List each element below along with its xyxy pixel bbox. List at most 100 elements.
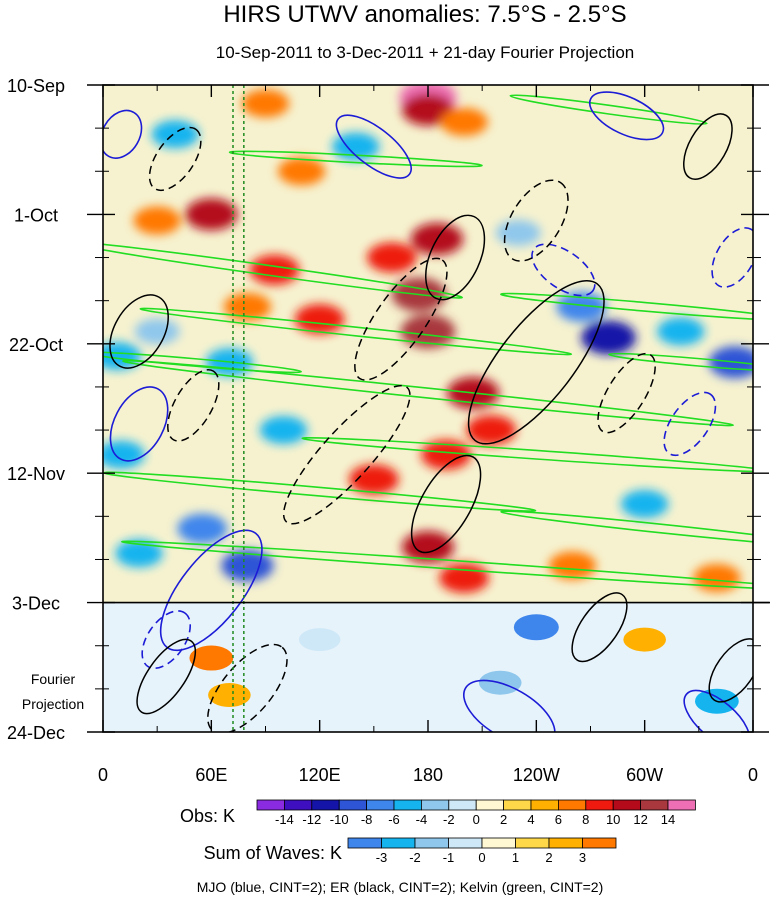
obs-colorbar-label: Obs: K: [180, 806, 235, 826]
colorbar-tick-label: 3: [579, 850, 586, 865]
colorbar-tick-label: -2: [409, 850, 421, 865]
colorbar-tick-label: 6: [555, 812, 562, 827]
colorbar-tick-label: 0: [478, 850, 485, 865]
anomaly-cell: [401, 531, 455, 564]
projection-label-line1: Fourier: [31, 671, 76, 687]
er-contour-negative: [167, 369, 220, 442]
mjo-contour-negative: [141, 610, 192, 670]
anomaly-cell: [177, 513, 228, 544]
anomaly-cell: [134, 318, 180, 345]
colorbar-swatch: [311, 799, 340, 811]
obs-colorbar: -14 -12 -10 -8 -6 -4 -2 0 2 4 6 8 10 12 14: [256, 799, 696, 827]
projection-label-line2: Projection: [22, 696, 84, 712]
colorbar-tick-label: 1: [512, 850, 519, 865]
x-tick-label: 120E: [299, 765, 341, 785]
mjo-wave-contours: [103, 91, 753, 732]
anomaly-cell: [223, 292, 272, 321]
colorbar-tick-label: -3: [376, 850, 388, 865]
y-tick-label: 1-Oct: [14, 205, 58, 225]
er-contour-negative: [148, 126, 202, 192]
x-tick-label: 0: [748, 765, 758, 785]
colorbar-tick-label: 4: [527, 812, 534, 827]
x-axis-ticks: 0 60E 120E 180 120W 60W 0: [98, 85, 758, 785]
wave-contours-caption: MJO (blue, CINT=2); ER (black, CINT=2); …: [197, 879, 604, 895]
mjo-contour-positive: [588, 91, 665, 141]
colorbar-swatch: [481, 837, 516, 849]
er-contour-negative: [503, 179, 569, 262]
x-tick-label: 120W: [513, 765, 560, 785]
kelvin-contour-positive: [121, 540, 753, 591]
colorbar-swatch: [381, 837, 416, 849]
colorbar-swatch: [585, 799, 614, 811]
colorbar-tick-label: -12: [302, 812, 321, 827]
kelvin-contour-positive: [500, 510, 753, 548]
er-contour-positive: [467, 280, 605, 445]
mjo-contour-positive: [462, 679, 556, 732]
colorbar-swatch: [393, 799, 422, 811]
colorbar-swatch: [256, 799, 285, 811]
x-tick-label: 60E: [195, 765, 227, 785]
anomaly-cell: [440, 107, 488, 136]
mjo-contour-positive: [335, 114, 412, 179]
anomaly-cell: [151, 120, 199, 149]
x-tick-label: 60W: [626, 765, 663, 785]
colorbar-tick-label: 8: [582, 812, 589, 827]
anomaly-cell: [401, 93, 455, 126]
anomaly-cell: [466, 415, 517, 446]
er-contour-positive: [571, 592, 628, 663]
mjo-contour-positive: [159, 529, 263, 652]
anomaly-cell: [259, 416, 308, 445]
kelvin-contour-positive: [139, 307, 573, 356]
colorbar-tick-label: -4: [416, 812, 428, 827]
er-contour-positive: [410, 454, 482, 554]
colorbar-swatch: [420, 799, 450, 811]
anomaly-cell: [294, 304, 345, 335]
anomaly-cell: [241, 89, 290, 118]
anomaly-cell: [249, 254, 300, 285]
mjo-contour-positive: [683, 689, 751, 732]
anomaly-cell: [189, 645, 234, 671]
anomaly-cell: [548, 551, 597, 580]
colorbar-tick-label: -10: [330, 812, 349, 827]
anomaly-cell: [513, 614, 559, 641]
colorbar-swatch: [515, 837, 550, 849]
anomaly-cell: [348, 464, 399, 495]
er-contour-negative: [354, 257, 448, 381]
colorbar-swatch: [448, 837, 483, 849]
projection-field: [103, 602, 753, 732]
waves-colorbar-label: Sum of Waves: K: [204, 843, 342, 863]
colorbar-tick-label: 12: [633, 812, 647, 827]
y-tick-label: 10-Sep: [7, 76, 65, 96]
anomaly-cell: [208, 683, 251, 708]
colorbar-tick-label: -14: [275, 812, 294, 827]
anomaly-cell: [581, 320, 636, 355]
kelvin-contour-positive: [608, 352, 753, 372]
anomaly-cell: [133, 206, 181, 235]
kelvin-contour-positive: [500, 292, 753, 321]
er-contour-negative: [597, 352, 656, 434]
colorbar-swatch: [283, 799, 313, 811]
anomaly-cell: [495, 219, 541, 246]
colorbar-tick-label: 2: [545, 850, 552, 865]
anomaly-cell: [620, 490, 669, 519]
er-contour-negative: [282, 384, 411, 525]
anomaly-cell: [103, 342, 142, 371]
er-contour-negative: [207, 643, 288, 732]
anomaly-cell: [623, 627, 666, 652]
colorbar-swatch: [612, 799, 642, 811]
mjo-contour-negative: [711, 227, 753, 288]
anomaly-cell: [366, 242, 417, 273]
chart-subtitle: 10-Sep-2011 to 3-Dec-2011 + 21-day Fouri…: [216, 43, 634, 62]
colorbar-tick-label: -8: [361, 812, 373, 827]
colorbar-swatch: [475, 799, 505, 811]
mjo-contour-positive: [103, 109, 143, 159]
kelvin-wave-contours: [103, 94, 753, 591]
anomaly-cell: [185, 198, 238, 231]
anomaly-cell: [298, 628, 341, 652]
anomaly-cell: [657, 317, 705, 346]
anomaly-cell: [400, 314, 456, 349]
colorbar-tick-label: 10: [606, 812, 620, 827]
colorbar-swatch: [548, 837, 583, 849]
y-tick-label: 3-Dec: [12, 594, 60, 614]
